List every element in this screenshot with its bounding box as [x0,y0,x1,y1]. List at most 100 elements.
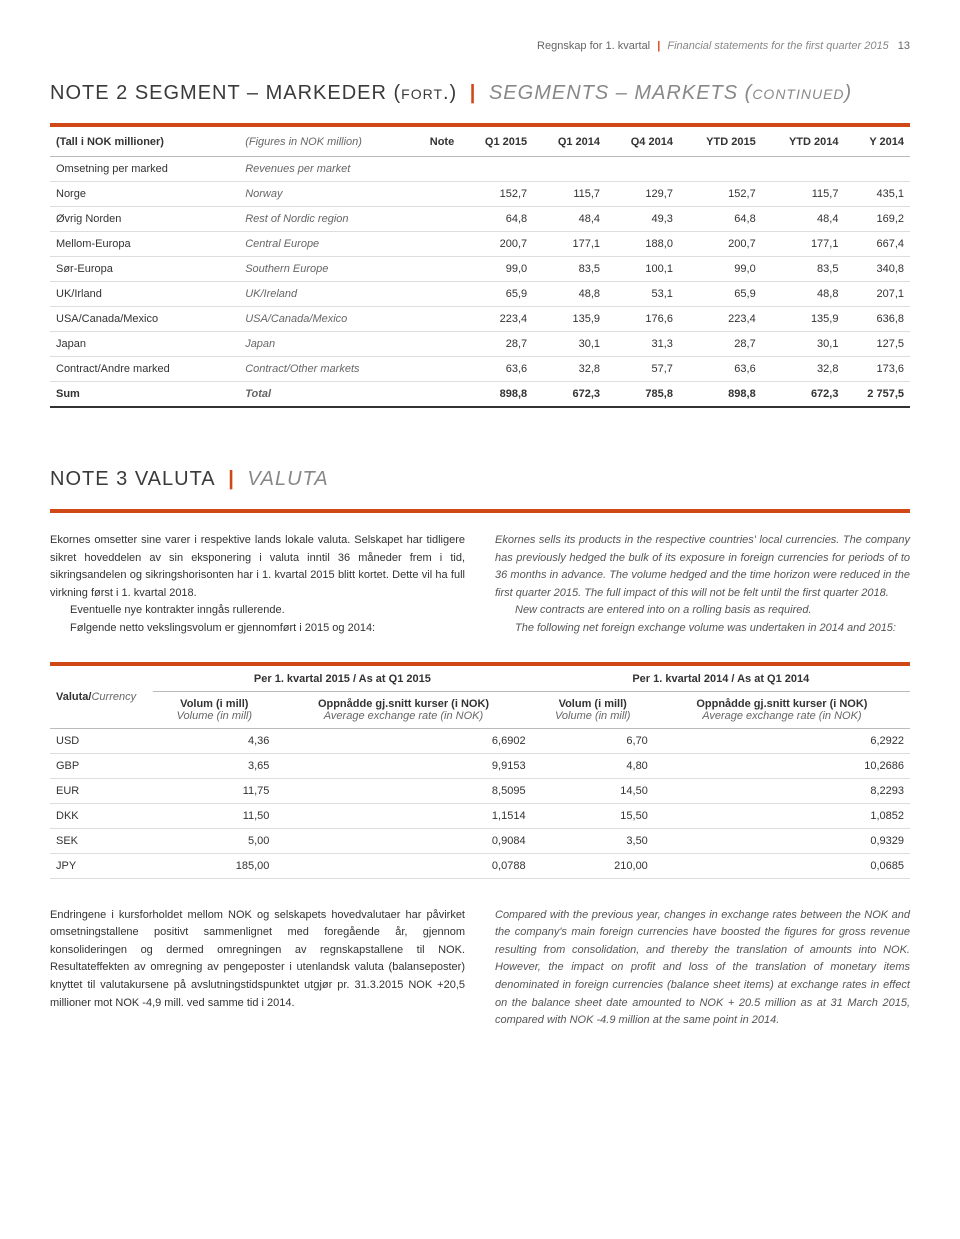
lbl-en: Currency [91,691,136,703]
note3-table-accent [50,662,910,666]
cell-note [411,382,460,408]
currency-sub-row: Volum (i mill) Volume (in mill) Oppnådde… [50,691,910,728]
vol-no: Volum (i mill) [180,698,248,710]
cell-en: Japan [239,332,411,357]
header-right: Financial statements for the first quart… [667,40,888,52]
cell-val: 152,7 [679,182,762,207]
note2-title: NOTE 2 SEGMENT – MARKEDER (fort.) | SEGM… [50,82,910,105]
cell-en: UK/Ireland [239,282,411,307]
note2-table: (Tall i NOK millioner) (Figures in NOK m… [50,128,910,408]
cell-note [411,282,460,307]
table-row: SEK5,000,90843,500,9329 [50,828,910,853]
cell-val: 83,5 [762,257,845,282]
cell-currency: USD [50,728,153,753]
cell-val: 5,00 [153,828,275,853]
cell-no: Norge [50,182,239,207]
cell-en: Norway [239,182,411,207]
cell-val: 99,0 [679,257,762,282]
cell-val: 188,0 [606,232,679,257]
cell-val: 340,8 [844,257,910,282]
rate-en: Average exchange rate (in NOK) [281,710,525,722]
para: The following net foreign exchange volum… [495,620,910,638]
cell-val: 435,1 [844,182,910,207]
cell-val: 135,9 [762,307,845,332]
table-row: UK/Irland UK/Ireland 65,948,853,165,948,… [50,282,910,307]
cell-val: 152,7 [460,182,533,207]
cell-val: 4,80 [532,753,654,778]
note3-footer-en: Compared with the previous year, changes… [495,907,910,1030]
note3-pipe: | [228,468,235,490]
cell-note [411,307,460,332]
note3-intro-no: Ekornes omsetter sine varer i respektive… [50,532,465,638]
rate-en: Average exchange rate (in NOK) [660,710,904,722]
cell-val: 57,7 [606,357,679,382]
cell-val: 115,7 [762,182,845,207]
cell-no: Contract/Andre marked [50,357,239,382]
cell-val: 11,50 [153,803,275,828]
cell-val: 30,1 [762,332,845,357]
note3-intro-en: Ekornes sells its products in the respec… [495,532,910,638]
rate-no: Oppnådde gj.snitt kurser (i NOK) [696,698,867,710]
cell-val: 10,2686 [654,753,910,778]
col-rate-2015: Oppnådde gj.snitt kurser (i NOK) Average… [275,691,531,728]
note3-footer: Endringene i kursforholdet mellom NOK og… [50,907,910,1030]
table-header-row: (Tall i NOK millioner) (Figures in NOK m… [50,128,910,157]
cell-currency: GBP [50,753,153,778]
header-left: Regnskap for 1. kvartal [537,40,650,52]
col-vol-2015: Volum (i mill) Volume (in mill) [153,691,275,728]
cell-val: 15,50 [532,803,654,828]
cell-val: 48,8 [762,282,845,307]
table-row: EUR11,758,509514,508,2293 [50,778,910,803]
cell-currency: JPY [50,853,153,878]
cell-val: 48,4 [533,207,606,232]
table-row: JPY185,000,0788210,000,0685 [50,853,910,878]
cell-val [844,157,910,182]
cell-note [411,332,460,357]
cell-note [411,257,460,282]
table-row-total: Sum Total 898,8672,3785,8898,8672,32 757… [50,382,910,408]
lbl-no: Valuta/ [56,691,91,703]
cell-val: 210,00 [532,853,654,878]
cell-en: Southern Europe [239,257,411,282]
cell-val: 169,2 [844,207,910,232]
currency-table: Valuta/Currency Per 1. kvartal 2015 / As… [50,667,910,879]
cell-en: Rest of Nordic region [239,207,411,232]
cell-val: 115,7 [533,182,606,207]
cell-val: 0,9084 [275,828,531,853]
para: Følgende netto vekslingsvolum er gjennom… [50,620,465,638]
group-2014: Per 1. kvartal 2014 / As at Q1 2014 [532,667,910,692]
note2-prefix: NOTE 2 [50,82,128,104]
table-row: Norge Norway 152,7115,7129,7152,7115,743… [50,182,910,207]
currency-group-row: Valuta/Currency Per 1. kvartal 2015 / As… [50,667,910,692]
cell-val: 6,6902 [275,728,531,753]
cell-val: 898,8 [460,382,533,408]
cell-val: 223,4 [679,307,762,332]
cell-val: 8,2293 [654,778,910,803]
cell-val: 636,8 [844,307,910,332]
col-q1-2015: Q1 2015 [460,128,533,157]
vol-en: Volume (in mill) [538,710,648,722]
note3-prefix: NOTE 3 [50,468,128,490]
cell-no: Mellom-Europa [50,232,239,257]
cell-val: 65,9 [460,282,533,307]
cell-val: 63,6 [460,357,533,382]
page-number: 13 [898,40,910,52]
col1-no: (Tall i NOK millioner) [56,136,164,148]
cell-note [411,357,460,382]
note3-title-no: VALUTA [135,468,216,490]
note3-title: NOTE 3 VALUTA | VALUTA [50,468,910,491]
cell-val: 672,3 [762,382,845,408]
cell-val: 135,9 [533,307,606,332]
table-row: USA/Canada/Mexico USA/Canada/Mexico 223,… [50,307,910,332]
cell-val: 100,1 [606,257,679,282]
para: Ekornes omsetter sine varer i respektive… [50,534,465,599]
col-q4-2014: Q4 2014 [606,128,679,157]
col-ytd-2014: YTD 2014 [762,128,845,157]
cell-en: Central Europe [239,232,411,257]
cell-val: 785,8 [606,382,679,408]
col-vol-2014: Volum (i mill) Volume (in mill) [532,691,654,728]
cell-note [411,232,460,257]
cell-en: Total [239,382,411,408]
cell-val [762,157,845,182]
cell-val: 6,2922 [654,728,910,753]
